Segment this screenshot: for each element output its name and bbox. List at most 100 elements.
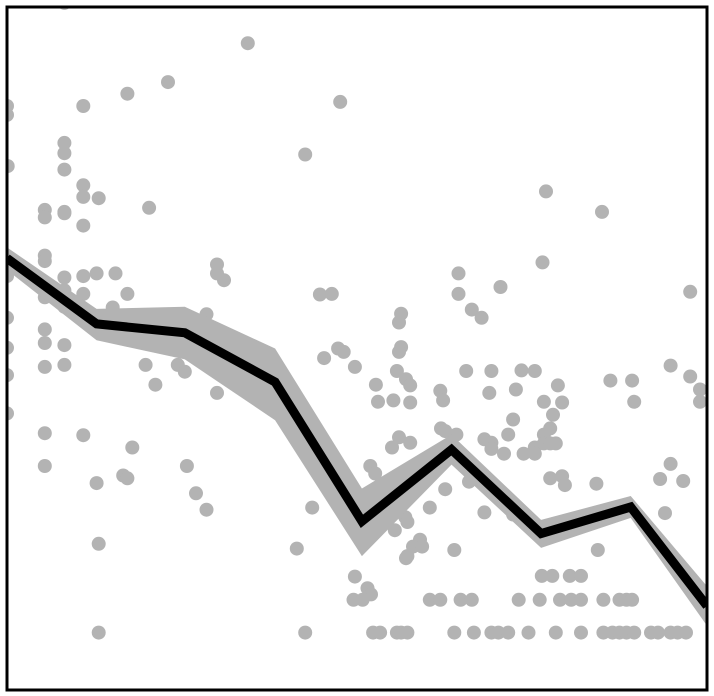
data-point [125,440,140,455]
data-point [189,486,203,501]
data-point [120,471,135,486]
data-point [493,280,508,294]
data-point [422,592,437,607]
data-point [506,412,521,427]
data-point [37,210,52,225]
data-point [403,435,418,450]
data-point [527,364,542,378]
data-point [484,364,499,378]
data-point [386,393,401,408]
data-point [7,340,14,355]
data-point [148,377,163,392]
data-point [217,273,231,288]
data-point [433,592,448,607]
data-point [447,625,462,640]
data-point [210,257,224,272]
data-point [371,394,385,409]
data-point [108,266,123,281]
data-point [57,206,72,221]
data-point [555,395,570,410]
data-point [57,146,72,161]
data-point [317,351,332,366]
data-point [422,500,437,515]
data-point [557,478,572,493]
data-point [466,625,481,640]
data-point [532,592,547,607]
data-point [37,322,52,337]
data-point [76,428,91,443]
data-point [589,476,604,491]
data-point [501,625,516,640]
data-point [373,625,388,640]
data-point [76,189,91,204]
data-point [511,592,526,607]
data-point [683,284,698,299]
data-point [464,592,479,607]
data-point [91,191,106,206]
data-point [539,184,553,199]
data-point [298,147,313,162]
data-point [91,625,106,640]
data-point [336,344,351,359]
data-point [562,568,577,583]
data-point [683,369,698,384]
data-point [663,456,678,471]
data-point [210,385,224,400]
data-point [400,515,415,529]
data-point [76,99,91,113]
data-point [438,482,453,497]
data-point [142,200,157,215]
data-point [543,471,558,486]
data-point [37,336,52,350]
data-point [590,543,605,557]
data-point [543,421,558,436]
data-point [305,500,320,515]
data-point [199,502,214,517]
data-point [474,310,489,325]
data-point [368,377,383,392]
data-point [57,357,72,372]
data-point [57,135,72,150]
data-point [7,310,14,325]
data-point [501,427,516,442]
data-point [536,394,551,409]
data-point [7,368,14,383]
data-point [347,359,362,374]
data-point [574,592,588,607]
points-layer [7,7,707,640]
data-point [497,446,511,461]
data-point [399,551,413,566]
data-point [596,592,611,607]
trend-line [7,254,707,609]
data-point [368,466,383,481]
data-point [438,424,453,439]
data-point [484,441,499,456]
data-point [534,568,549,583]
data-point [451,266,466,281]
data-point [627,625,642,640]
data-point [550,378,565,393]
data-point [603,373,618,388]
data-point [453,592,468,607]
data-point [436,393,451,408]
data-point [240,36,255,51]
data-point [76,178,91,193]
data-point [120,86,135,101]
data-point [595,204,609,219]
data-point [312,287,327,302]
trend-line-layer [7,254,707,609]
data-point [324,286,339,301]
data-point [651,625,665,640]
data-point [553,592,567,607]
data-point [514,363,529,378]
plot-frame [5,5,709,692]
data-point [392,315,406,330]
data-point [658,506,672,521]
data-point [347,569,362,584]
data-point [76,218,91,233]
data-point [693,382,707,397]
data-point [57,338,72,353]
data-point [627,394,642,409]
data-point [389,364,404,378]
